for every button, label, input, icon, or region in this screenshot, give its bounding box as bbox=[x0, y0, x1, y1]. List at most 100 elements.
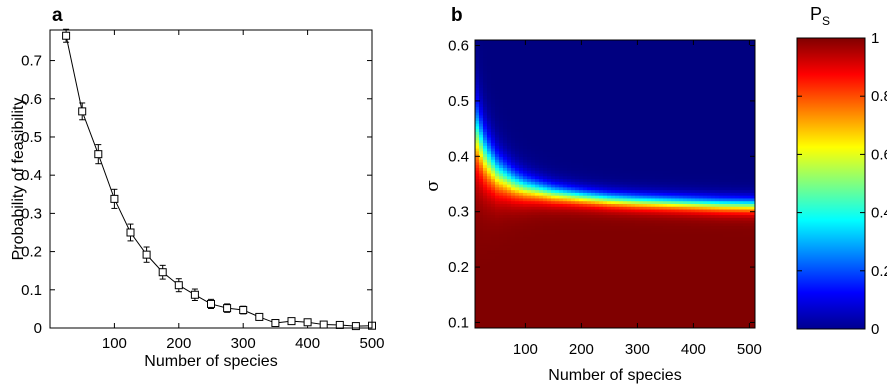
heatmap-cell bbox=[483, 233, 488, 238]
heatmap-cell bbox=[543, 206, 548, 210]
heatmap-cell bbox=[611, 233, 616, 238]
heatmap-cell bbox=[591, 98, 596, 102]
heatmap-cell bbox=[511, 156, 516, 160]
heatmap-cell bbox=[659, 112, 664, 116]
heatmap-cell bbox=[475, 123, 480, 127]
heatmap-cell bbox=[483, 200, 488, 204]
heatmap-cell bbox=[595, 73, 600, 77]
heatmap-cell bbox=[479, 150, 484, 155]
heatmap-cell bbox=[507, 167, 512, 171]
heatmap-cell bbox=[599, 316, 604, 321]
heatmap-cell bbox=[635, 314, 640, 318]
heatmap-cell bbox=[639, 62, 644, 66]
heatmap-cell bbox=[627, 220, 632, 224]
heatmap-cell bbox=[527, 112, 532, 116]
heatmap-cell bbox=[595, 161, 600, 166]
heatmap-cell bbox=[551, 62, 556, 66]
heatmap-cell bbox=[511, 136, 516, 141]
heatmap-cell bbox=[515, 59, 520, 63]
heatmap-cell bbox=[531, 59, 536, 63]
heatmap-cell bbox=[659, 316, 664, 321]
heatmap-cell bbox=[555, 125, 560, 130]
heatmap-cell bbox=[571, 156, 576, 160]
heatmap-cell bbox=[651, 264, 656, 268]
heatmap-cell bbox=[531, 316, 536, 321]
heatmap-cell bbox=[599, 100, 604, 105]
heatmap-cell bbox=[567, 89, 572, 94]
heatmap-cell bbox=[615, 148, 620, 152]
heatmap-cell bbox=[571, 45, 576, 49]
heatmap-cell bbox=[539, 233, 544, 238]
heatmap-cell bbox=[635, 289, 640, 293]
heatmap-cell bbox=[483, 286, 488, 290]
heatmap-cell bbox=[503, 89, 508, 94]
heatmap-cell bbox=[519, 98, 524, 102]
heatmap-cell bbox=[531, 289, 536, 293]
heatmap-cell bbox=[475, 275, 480, 279]
heatmap-cell bbox=[575, 278, 580, 282]
heatmap-cell bbox=[599, 167, 604, 171]
heatmap-cell bbox=[519, 170, 524, 174]
heatmap-cell bbox=[607, 203, 612, 207]
heatmap-cell bbox=[615, 283, 620, 288]
heatmap-cell bbox=[495, 114, 500, 119]
heatmap-cell bbox=[651, 217, 656, 221]
heatmap-cell bbox=[535, 45, 540, 49]
heatmap-cell bbox=[651, 197, 656, 202]
heatmap-cell bbox=[591, 87, 596, 91]
heatmap-cell bbox=[655, 319, 660, 324]
heatmap-cell bbox=[543, 239, 548, 243]
heatmap-cell bbox=[603, 153, 608, 157]
heatmap-cell bbox=[499, 73, 504, 77]
heatmap-cell bbox=[591, 42, 596, 47]
heatmap-cell bbox=[623, 125, 628, 130]
heatmap-cell bbox=[607, 225, 612, 229]
heatmap-cell bbox=[499, 316, 504, 321]
heatmap-cell bbox=[623, 225, 628, 229]
heatmap-cell bbox=[475, 192, 480, 196]
heatmap-cell bbox=[571, 236, 576, 240]
heatmap-cell bbox=[587, 67, 592, 72]
heatmap-cell bbox=[527, 172, 532, 177]
heatmap-cell bbox=[571, 206, 576, 210]
heatmap-cell bbox=[615, 211, 620, 216]
heatmap-cell bbox=[655, 280, 660, 285]
heatmap-cell bbox=[587, 278, 592, 282]
heatmap-cell bbox=[571, 92, 576, 96]
heatmap-cell bbox=[559, 189, 564, 193]
heatmap-cell bbox=[651, 62, 656, 66]
heatmap-cell bbox=[619, 156, 624, 160]
heatmap-cell bbox=[555, 45, 560, 49]
heatmap-cell bbox=[571, 56, 576, 60]
heatmap-cell bbox=[543, 92, 548, 96]
heatmap-cell bbox=[551, 316, 556, 321]
heatmap-cell bbox=[483, 100, 488, 105]
heatmap-cell bbox=[599, 286, 604, 290]
heatmap-cell bbox=[583, 220, 588, 224]
heatmap-cell bbox=[647, 236, 652, 240]
heatmap-cell bbox=[511, 106, 516, 110]
heatmap-cell bbox=[615, 289, 620, 293]
heatmap-cell bbox=[507, 156, 512, 160]
heatmap-cell bbox=[651, 150, 656, 155]
heatmap-cell bbox=[619, 48, 624, 52]
heatmap-cell bbox=[555, 314, 560, 318]
heatmap-cell bbox=[651, 170, 656, 174]
heatmap-cell bbox=[519, 225, 524, 229]
heatmap-cell bbox=[659, 222, 664, 227]
heatmap-cell bbox=[587, 203, 592, 207]
heatmap-cell bbox=[539, 51, 544, 55]
heatmap-cell bbox=[479, 314, 484, 318]
heatmap-cell bbox=[639, 208, 644, 213]
a-ytick-label: 0.5 bbox=[21, 129, 42, 146]
heatmap-cell bbox=[483, 64, 488, 69]
heatmap-cell bbox=[611, 117, 616, 121]
heatmap-cell bbox=[559, 311, 564, 315]
heatmap-cell bbox=[555, 139, 560, 144]
heatmap-cell bbox=[591, 53, 596, 58]
heatmap-cell bbox=[479, 250, 484, 254]
heatmap-cell bbox=[539, 228, 544, 232]
heatmap-cell bbox=[519, 106, 524, 110]
heatmap-cell bbox=[595, 208, 600, 213]
heatmap-cell bbox=[515, 261, 520, 265]
